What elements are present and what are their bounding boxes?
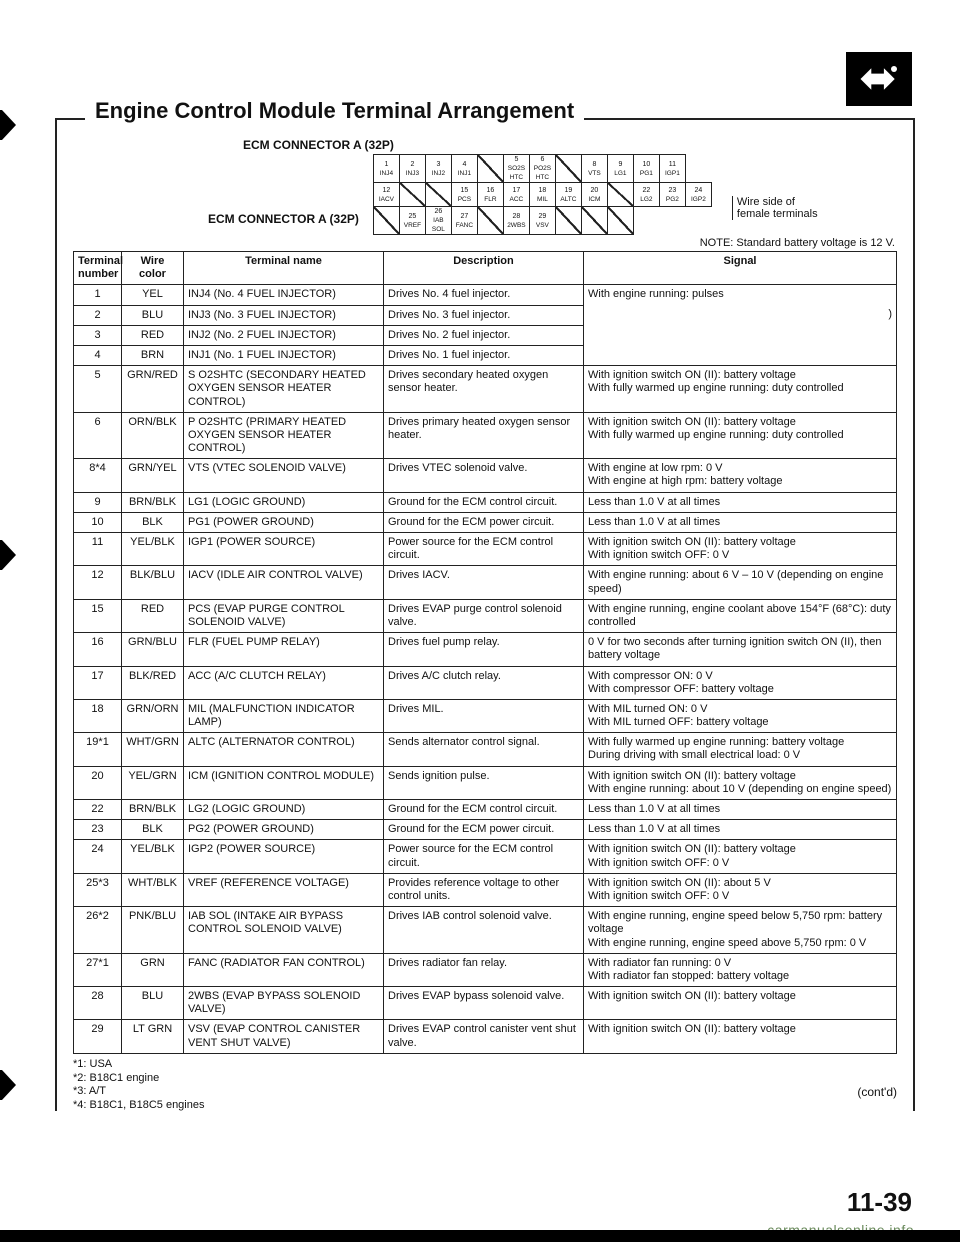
table-row: 6ORN/BLKP O2SHTC (PRIMARY HEATED OXYGEN … [74,412,897,459]
table-row: 27*1GRNFANC (RADIATOR FAN CONTROL)Drives… [74,953,897,986]
table-row: 28BLU2WBS (EVAP BYPASS SOLENOID VALVE)Dr… [74,987,897,1020]
th-terminal-name: Terminal name [184,252,384,285]
connector-label-top: ECM CONNECTOR A (32P) [243,138,897,152]
table-row: 9BRN/BLKLG1 (LOGIC GROUND)Ground for the… [74,492,897,512]
th-description: Description [384,252,584,285]
table-row: 25*3WHT/BLKVREF (REFERENCE VOLTAGE)Provi… [74,873,897,906]
table-row: 29LT GRNVSV (EVAP CONTROL CANISTER VENT … [74,1020,897,1053]
table-row: 16GRN/BLUFLR (FUEL PUMP RELAY)Drives fue… [74,633,897,666]
content-frame: ECM CONNECTOR A (32P) ECM CONNECTOR A (3… [55,118,915,1111]
table-row: 23BLKPG2 (POWER GROUND)Ground for the EC… [74,820,897,840]
th-wire-color: Wire color [122,252,184,285]
table-row: 20YEL/GRNICM (IGNITION CONTROL MODULE)Se… [74,766,897,799]
th-signal: Signal [584,252,897,285]
terminal-table: Terminal number Wire color Terminal name… [73,251,897,1054]
section-title: Engine Control Module Terminal Arrangeme… [85,98,584,124]
manual-logo [846,52,912,106]
table-row: 19*1WHT/GRNALTC (ALTERNATOR CONTROL)Send… [74,733,897,766]
th-terminal-number: Terminal number [74,252,122,285]
voltage-note: NOTE: Standard battery voltage is 12 V. [73,237,895,249]
connector-diagram: 1INJ42INJ33INJ24INJ15SO2SHTC6PO2SHTC8VTS… [373,154,712,235]
index-arrow-icon [0,110,16,140]
table-row: 24YEL/BLKIGP2 (POWER SOURCE)Power source… [74,840,897,873]
table-row: 26*2PNK/BLUIAB SOL (INTAKE AIR BYPASS CO… [74,907,897,954]
table-row: 11YEL/BLKIGP1 (POWER SOURCE)Power source… [74,533,897,566]
table-row: 5GRN/REDS O2SHTC (SECONDARY HEATED OXYGE… [74,366,897,413]
table-row: 8*4GRN/YELVTS (VTEC SOLENOID VALVE)Drive… [74,459,897,492]
connector-label-side: ECM CONNECTOR A (32P) [208,212,359,226]
table-row: 12BLK/BLUIACV (IDLE AIR CONTROL VALVE)Dr… [74,566,897,599]
table-row: 15REDPCS (EVAP PURGE CONTROL SOLENOID VA… [74,599,897,632]
page-number: 11-39 [847,1187,912,1218]
table-row: 17BLK/REDACC (A/C CLUTCH RELAY)Drives A/… [74,666,897,699]
table-row: 10BLKPG1 (POWER GROUND)Ground for the EC… [74,512,897,532]
table-row: 1YELINJ4 (No. 4 FUEL INJECTOR)Drives No.… [74,285,897,305]
page-bottom-bar [0,1230,960,1242]
index-arrow-icon [0,1070,16,1100]
table-row: 18GRN/ORNMIL (MALFUNCTION INDICATOR LAMP… [74,699,897,732]
wire-side-note: Wire side of female terminals [732,170,818,220]
continued-label: (cont'd) [73,1085,897,1099]
table-row: 22BRN/BLKLG2 (LOGIC GROUND)Ground for th… [74,800,897,820]
index-arrow-icon [0,540,16,570]
